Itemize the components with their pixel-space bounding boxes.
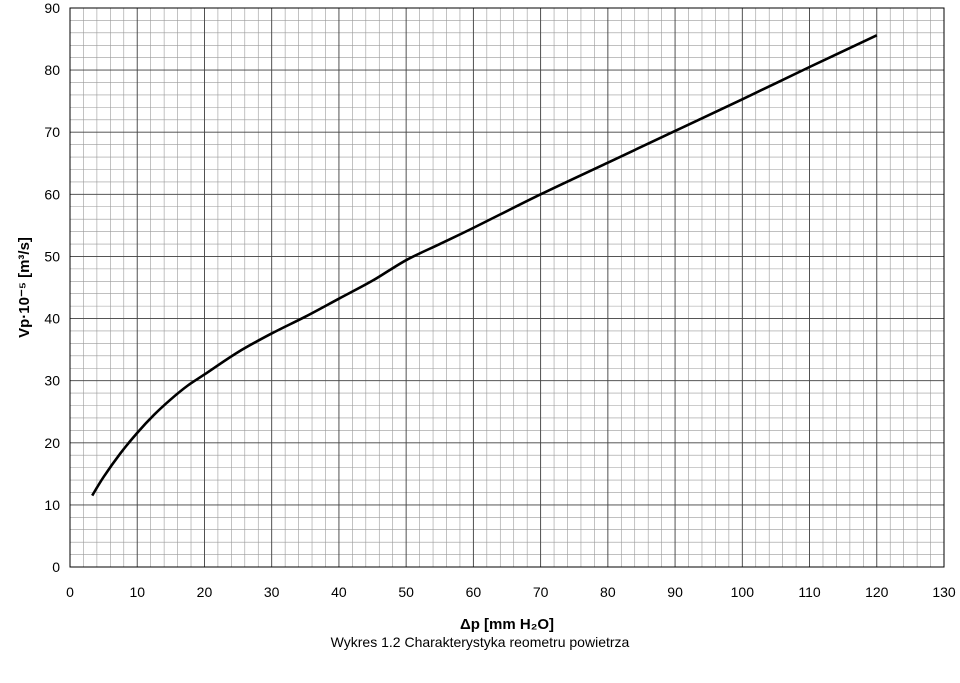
x-tick-label: 10: [129, 584, 145, 600]
plot-frame: [69, 7, 945, 568]
chart-caption: Wykres 1.2 Charakterystyka reometru powi…: [330, 634, 630, 650]
major-grid: [69, 7, 945, 568]
y-tick-label: 50: [44, 248, 60, 264]
y-axis-title: Vp·10⁻⁵ [m³/s]: [16, 237, 33, 338]
x-tick-label: 100: [731, 584, 755, 600]
x-tick-label: 30: [264, 584, 280, 600]
y-tick-label: 70: [44, 124, 60, 140]
x-tick-label: 50: [398, 584, 414, 600]
y-tick-label: 80: [44, 62, 60, 78]
x-tick-label: 0: [66, 584, 74, 600]
y-tick-label: 0: [52, 559, 60, 575]
x-tick-label: 110: [798, 584, 821, 600]
y-tick-labels: 0 10 20 30 40 50 60 70 80 90: [44, 0, 60, 575]
y-tick-label: 10: [44, 497, 60, 513]
x-tick-labels: 0 10 20 30 40 50 60 70 80 90 100 110 120 130: [66, 584, 956, 600]
y-tick-label: 90: [44, 0, 60, 16]
y-tick-label: 20: [44, 435, 60, 451]
x-tick-label: 70: [533, 584, 549, 600]
x-tick-label: 20: [197, 584, 213, 600]
x-axis-title: Δp [mm H₂O]: [460, 616, 554, 633]
series-line: [91, 34, 878, 497]
minor-grid: [69, 7, 945, 568]
x-tick-label: 40: [331, 584, 347, 600]
y-tick-label: 30: [44, 373, 60, 389]
x-tick-label: 60: [466, 584, 482, 600]
series-layer: [91, 34, 878, 497]
x-tick-label: 120: [865, 584, 889, 600]
y-tick-label: 60: [44, 186, 60, 202]
y-tick-label: 40: [44, 311, 60, 327]
x-tick-label: 80: [600, 584, 616, 600]
x-tick-label: 130: [932, 584, 956, 600]
x-tick-label: 90: [667, 584, 683, 600]
